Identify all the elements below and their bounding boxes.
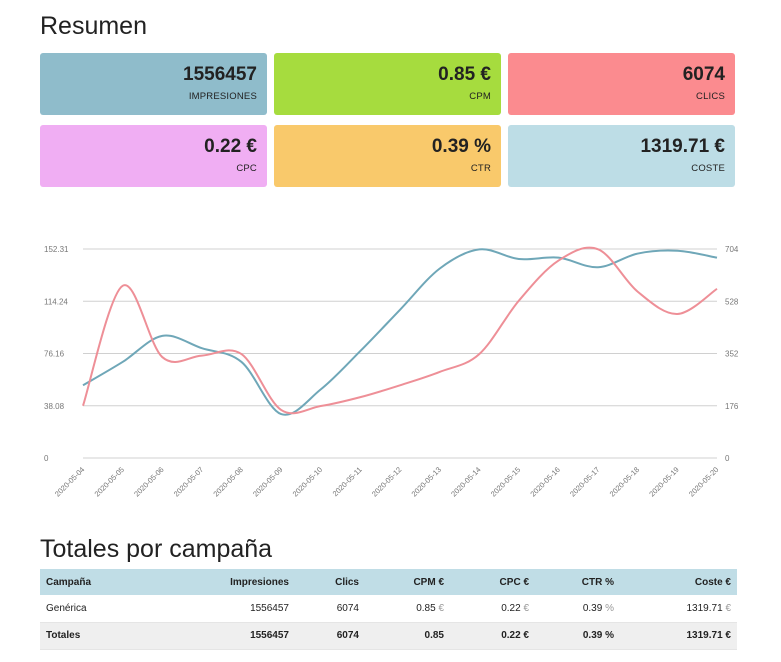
x-tick-label: 2020-05-16 (528, 465, 561, 498)
y-right-tick-label: 0 (725, 454, 730, 463)
cpc-cell-value: 0.22 (501, 602, 521, 614)
x-tick-label: 2020-05-09 (251, 465, 284, 498)
cpm-label: CPM (469, 91, 491, 102)
y-left-tick-label: 152.31 (44, 245, 69, 254)
x-tick-label: 2020-05-12 (370, 465, 403, 498)
ctr-value: 0.39 % (431, 136, 491, 157)
x-tick-label: 2020-05-07 (172, 465, 205, 498)
ctr-cell: 0.39 % (535, 595, 620, 623)
impressions-card: 1556457 IMPRESIONES (40, 53, 267, 115)
y-left-tick-label: 0 (44, 454, 49, 463)
col-clicks[interactable]: Clics (295, 569, 365, 595)
y-right-tick-label: 176 (725, 402, 739, 411)
cost-card: 1319.71 € COSTE (508, 125, 735, 187)
page-title: Resumen (40, 12, 147, 40)
ctr-cell-unit: % (605, 602, 614, 614)
x-tick-label: 2020-05-17 (568, 465, 601, 498)
totals-cpm: 0.85 (365, 621, 450, 650)
cost-cell-unit: € (725, 602, 731, 614)
x-tick-label: 2020-05-04 (53, 465, 86, 498)
col-cost[interactable]: Coste € (620, 569, 737, 595)
cpc-label: CPC (236, 163, 257, 174)
cpm-cell-value: 0.85 (416, 602, 436, 614)
clicks-value: 6074 (682, 64, 725, 85)
cpm-value: 0.85 € (438, 64, 491, 85)
x-tick-label: 2020-05-20 (687, 465, 720, 498)
ctr-card: 0.39 % CTR (274, 125, 501, 187)
cpm-cell-unit: € (438, 602, 444, 614)
x-tick-label: 2020-05-05 (93, 465, 126, 498)
clicks-card: 6074 CLICS (508, 53, 735, 115)
impressions-label: IMPRESIONES (188, 91, 257, 102)
campaigns-table: Campaña Impresiones Clics CPM € CPC € CT… (40, 569, 737, 650)
impressions-cell: 1556457 (190, 595, 295, 623)
totals-row: Totales 1556457 6074 0.85 0.22 € 0.39 % … (40, 621, 737, 650)
y-left-tick-label: 76.16 (44, 350, 65, 359)
col-campaign[interactable]: Campaña (40, 569, 190, 595)
performance-chart: 0 0 38.08 176 76.16 352 114.24 528 152.31 704 2020… (40, 238, 740, 533)
y-left-tick-label: 38.08 (44, 402, 65, 411)
series-line-2 (82, 246, 718, 415)
x-tick-label: 2020-05-08 (211, 465, 244, 498)
campaign-name: Genérica (40, 595, 190, 623)
totals-impressions: 1556457 (190, 621, 295, 650)
y-right-tick-label: 704 (725, 245, 739, 254)
col-cpm[interactable]: CPM € (365, 569, 450, 595)
cpm-card: 0.85 € CPM (274, 53, 501, 115)
totals-label: Totales (40, 621, 190, 650)
x-tick-label: 2020-05-10 (291, 465, 324, 498)
col-ctr[interactable]: CTR % (535, 569, 620, 595)
cost-cell-value: 1319.71 (686, 602, 723, 614)
campaigns-title: Totales por campaña (40, 535, 273, 563)
ctr-label: CTR (470, 163, 491, 174)
cpc-card: 0.22 € CPC (40, 125, 267, 187)
totals-cost: 1319.71 € (620, 621, 737, 650)
x-tick-label: 2020-05-15 (489, 465, 522, 498)
impressions-value: 1556457 (183, 64, 257, 85)
cost-cell: 1319.71 € (620, 595, 737, 623)
y-right-tick-label: 528 (725, 297, 739, 306)
table-row: Genérica 1556457 6074 0.85 € 0.22 € 0.39… (40, 595, 737, 623)
x-tick-label: 2020-05-11 (331, 465, 364, 498)
y-left-tick-label: 114.24 (44, 297, 68, 306)
cpc-value: 0.22 € (204, 136, 257, 157)
cpm-cell: 0.85 € (365, 595, 450, 623)
table-header-row: Campaña Impresiones Clics CPM € CPC € CT… (40, 569, 737, 595)
col-impressions[interactable]: Impresiones (190, 569, 295, 595)
x-tick-label: 2020-05-06 (132, 465, 165, 498)
col-cpc[interactable]: CPC € (450, 569, 535, 595)
totals-cpc: 0.22 € (450, 621, 535, 650)
cost-label: COSTE (691, 163, 725, 174)
summary-cards: 1556457 IMPRESIONES 0.85 € CPM 6074 CLIC… (40, 53, 736, 187)
cost-value: 1319.71 € (640, 136, 725, 157)
x-tick-label: 2020-05-13 (410, 465, 443, 498)
x-tick-label: 2020-05-18 (608, 465, 641, 498)
clicks-label: CLICS (696, 91, 725, 102)
x-tick-label: 2020-05-19 (647, 465, 680, 498)
y-right-tick-label: 352 (725, 350, 739, 359)
totals-clicks: 6074 (295, 621, 365, 650)
totals-ctr: 0.39 % (535, 621, 620, 650)
ctr-cell-value: 0.39 (582, 602, 603, 614)
x-tick-label: 2020-05-14 (449, 465, 482, 498)
cpc-cell: 0.22 € (450, 595, 535, 623)
cpc-cell-unit: € (523, 602, 529, 614)
line-chart: 0 0 38.08 176 76.16 352 114.24 528 152.31 704 2020… (44, 245, 739, 499)
clicks-cell: 6074 (295, 595, 365, 623)
